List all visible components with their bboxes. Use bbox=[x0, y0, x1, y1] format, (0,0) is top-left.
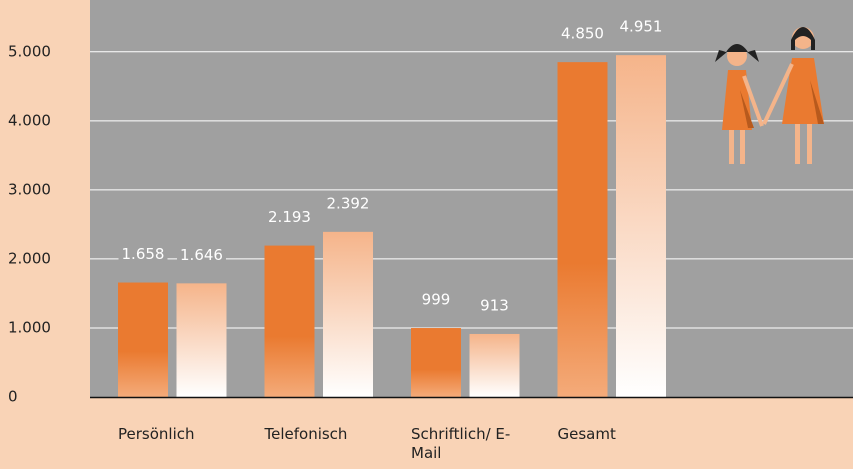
x-tick-label: Telefonisch bbox=[264, 425, 348, 443]
value-label: 2.392 bbox=[327, 194, 370, 212]
bar bbox=[616, 55, 666, 397]
value-label: 2.193 bbox=[268, 208, 311, 226]
value-label: 913 bbox=[480, 296, 509, 314]
bar bbox=[118, 282, 168, 397]
y-tick-label: 1.000 bbox=[8, 318, 51, 336]
label-bg bbox=[177, 245, 226, 264]
bar bbox=[176, 283, 227, 397]
value-label: 1.658 bbox=[122, 245, 165, 263]
illustration bbox=[715, 27, 824, 164]
x-tick-label: Gesamt bbox=[557, 425, 616, 443]
label-bg bbox=[323, 194, 373, 213]
label-bg bbox=[265, 208, 314, 227]
label-bg bbox=[616, 17, 666, 36]
y-tick-label: 5.000 bbox=[8, 42, 51, 60]
x-tick-label: Schriftlich/ E-Mail bbox=[411, 425, 511, 462]
label-bg bbox=[477, 296, 512, 315]
label-bg bbox=[558, 24, 607, 43]
y-tick-label: 2.000 bbox=[8, 249, 51, 267]
value-label: 4.951 bbox=[620, 18, 663, 36]
value-label: 4.850 bbox=[561, 25, 604, 43]
bar bbox=[469, 333, 520, 397]
label-bg bbox=[418, 290, 454, 309]
x-tick-label: Persönlich bbox=[118, 425, 195, 443]
bar bbox=[411, 328, 461, 397]
label-bg bbox=[118, 245, 168, 264]
y-tick-label: 3.000 bbox=[8, 180, 51, 198]
bar bbox=[264, 245, 315, 397]
y-tick-label: 0 bbox=[8, 388, 18, 406]
bar bbox=[323, 231, 373, 397]
bar bbox=[557, 62, 608, 397]
value-label: 1.646 bbox=[180, 246, 223, 264]
value-label: 999 bbox=[422, 291, 451, 309]
y-tick-label: 4.000 bbox=[8, 111, 51, 129]
